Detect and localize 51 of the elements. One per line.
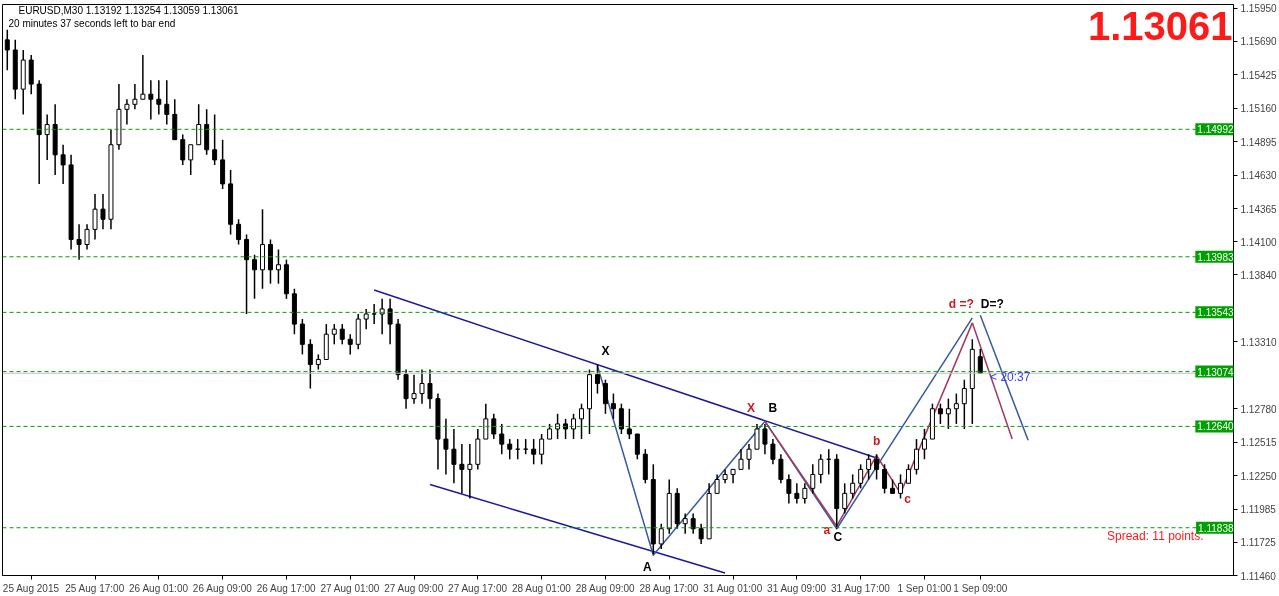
annotation: b: [872, 434, 881, 449]
x-tick-label: 31 Aug 01:00: [703, 582, 763, 594]
y-tick-label: 1.11725: [1240, 537, 1277, 549]
y-tick-label: 1.11460: [1240, 570, 1277, 582]
x-tick-label: 28 Aug 01:00: [511, 582, 572, 594]
text: 20 minutes 37 seconds left to bar end: [8, 18, 176, 29]
y-tick-label: 1.12250: [1240, 470, 1278, 482]
y-tick-label: 1.14630: [1240, 170, 1278, 182]
y-tick-label: 1.13840: [1240, 269, 1278, 281]
x-tick-label: 28 Aug 09:00: [575, 582, 636, 594]
y-tick-label: 1.15425: [1240, 69, 1278, 81]
annotation: c: [904, 492, 912, 507]
ref-line-label: 1.13074: [1197, 366, 1234, 378]
annotation: C: [833, 529, 843, 544]
chart-title: EURUSD,M30 1.13192 1.13254 1.13059 1.13061: [18, 5, 240, 16]
y-tick-label: 1.13310: [1240, 336, 1278, 348]
x-tick-label: 26 Aug 01:00: [129, 582, 189, 594]
x-tick-label: 26 Aug 17:00: [256, 582, 317, 594]
y-tick-label: 1.15950: [1240, 3, 1278, 15]
ref-line-label: 1.11838: [1198, 522, 1234, 534]
x-tick-label: 28 Aug 17:00: [639, 582, 699, 594]
x-tick-label: 25 Aug 2015: [2, 582, 60, 594]
ref-line-label: 1.13983: [1197, 251, 1234, 263]
annotation: d =?: [948, 296, 974, 311]
annotation: D=?: [980, 296, 1004, 311]
y-tick-label: 1.14895: [1240, 136, 1278, 148]
y-tick-label: 1.12780: [1240, 403, 1278, 415]
y-tick-label: 1.14365: [1240, 203, 1278, 215]
x-tick-label: 1 Sep 01:00: [897, 582, 952, 594]
x-tick-label: 31 Aug 09:00: [767, 582, 827, 594]
ref-line-label: 1.12640: [1197, 421, 1234, 433]
annotation: a: [823, 523, 831, 538]
ref-line-label: 1.14992: [1197, 124, 1234, 136]
ref-line-label: 1.13543: [1197, 307, 1234, 319]
annotation: 1.13061: [1087, 3, 1233, 48]
x-tick-label: 25 Aug 17:00: [65, 582, 125, 594]
x-tick-label: 27 Aug 01:00: [320, 582, 380, 594]
y-tick-label: 1.12515: [1240, 437, 1278, 449]
x-tick-label: 27 Aug 17:00: [448, 582, 508, 594]
y-tick-label: 1.11985: [1240, 504, 1277, 516]
x-tick-label: 1 Sep 09:00: [953, 582, 1008, 594]
x-tick-label: 31 Aug 17:00: [830, 582, 891, 594]
annotation: X: [746, 401, 755, 416]
y-tick-label: 1.15690: [1240, 36, 1278, 48]
y-tick-label: 1.15160: [1240, 103, 1278, 115]
x-tick-label: 27 Aug 09:00: [384, 582, 444, 594]
annotation: B: [768, 401, 778, 416]
x-tick-label: 26 Aug 09:00: [192, 582, 253, 594]
annotation: A: [642, 560, 652, 575]
y-tick-label: 1.14100: [1240, 237, 1278, 248]
annotation: X: [601, 343, 610, 358]
